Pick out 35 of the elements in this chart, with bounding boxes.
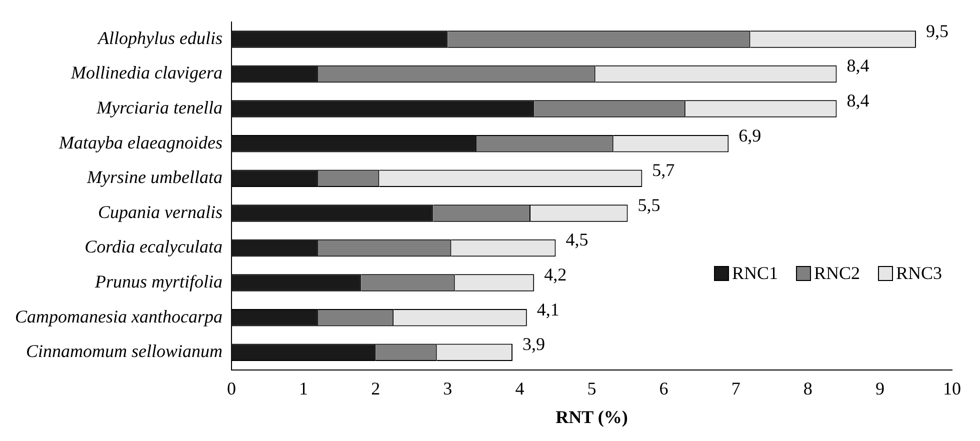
x-tick-label: 2 [371, 378, 380, 398]
total-label: 9,5 [926, 20, 948, 41]
total-label: 4,1 [536, 299, 560, 320]
x-tick-label: 8 [803, 378, 812, 398]
x-tick-label: 1 [299, 378, 308, 398]
total-label: 4,2 [544, 264, 567, 285]
total-label: 6,9 [738, 125, 762, 146]
x-tick-label: 7 [731, 378, 740, 398]
total-label: 3,9 [522, 334, 545, 354]
legend-label: RNC2 [814, 263, 860, 284]
y-tick-label: Cinnamomum sellowianum [26, 341, 222, 362]
x-tick-label: 5 [587, 378, 596, 398]
total-label: 8,4 [846, 90, 870, 111]
y-tick-label: Prunus myrtifolia [94, 272, 222, 292]
total-label: 4,5 [566, 230, 588, 250]
total-label: 5,5 [638, 194, 660, 215]
y-tick-label: Myrsine umbellata [86, 167, 222, 188]
total-label: 5,7 [652, 160, 675, 180]
y-tick-label: Myrciaria tenella [96, 98, 222, 118]
x-tick-label: 0 [226, 378, 236, 398]
y-tick-label: Matayba elaeagnoides [58, 132, 222, 152]
y-tick-label: Cordia ecalyculata [84, 236, 222, 257]
y-tick-label: Allophylus edulis [96, 28, 222, 48]
x-tick-label: 9 [875, 378, 884, 398]
legend-label: RNC3 [896, 263, 942, 284]
x-tick-label: 3 [443, 378, 452, 398]
x-axis-title: RNT (%) [556, 406, 628, 427]
x-tick-label: 10 [943, 378, 961, 398]
total-label: 8,4 [846, 56, 870, 76]
y-tick-label: Mollinedia clavigera [70, 62, 222, 83]
legend-label: RNC1 [732, 263, 778, 284]
y-tick-label: Cupania vernalis [98, 202, 222, 222]
x-tick-label: 6 [659, 378, 668, 398]
y-tick-label: Campomanesia xanthocarpa [15, 306, 222, 326]
x-tick-label: 4 [515, 378, 524, 398]
